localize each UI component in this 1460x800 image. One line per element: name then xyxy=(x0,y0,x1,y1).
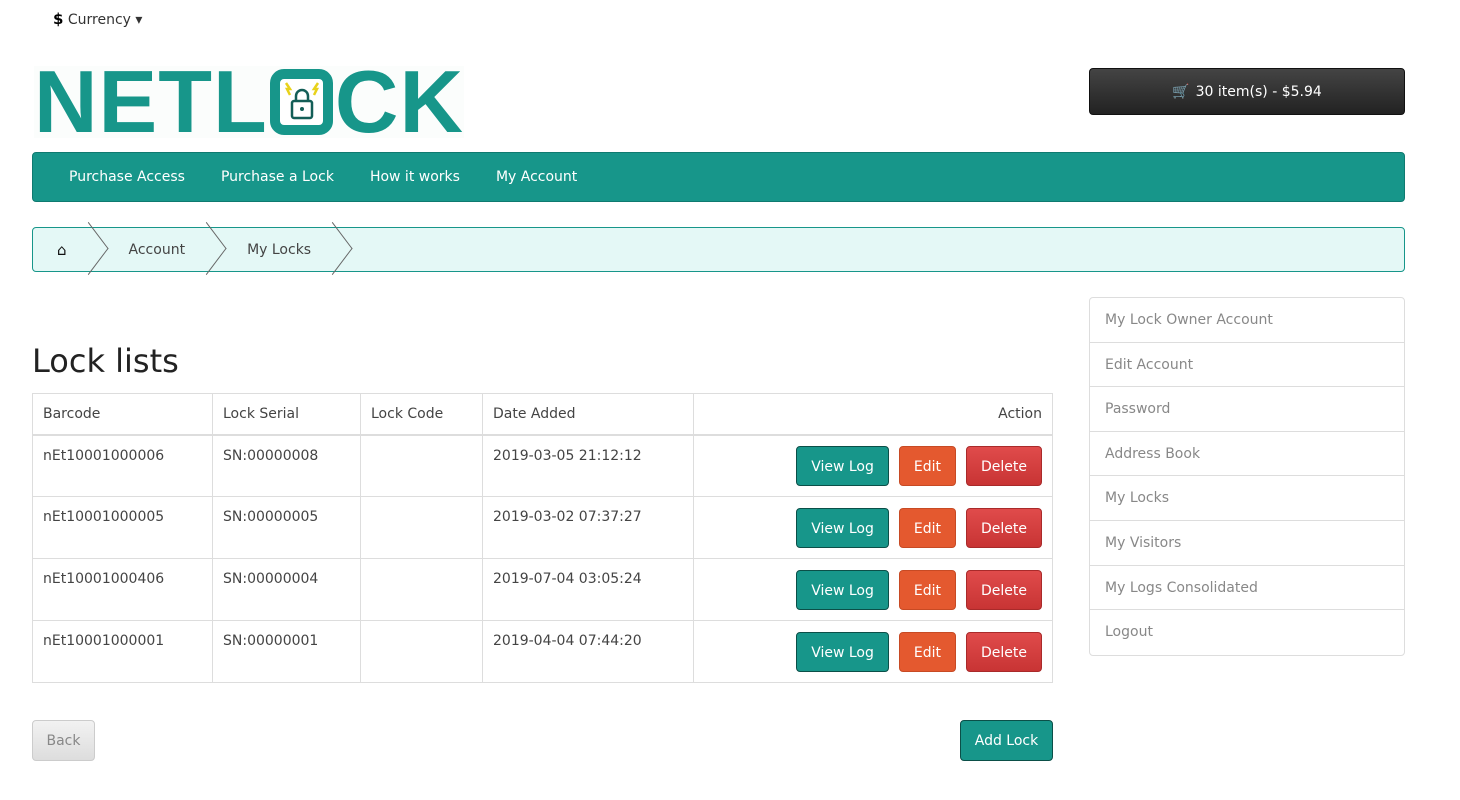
cart-label: 30 item(s) - $5.94 xyxy=(1195,83,1322,100)
cell-code xyxy=(360,434,483,497)
sidebar-item-logout[interactable]: Logout xyxy=(1105,624,1153,641)
cell-date: 2019-03-02 07:37:27 xyxy=(482,496,694,559)
cell-serial: SN:00000008 xyxy=(212,434,361,497)
delete-button[interactable]: Delete xyxy=(966,569,1042,610)
sidebar-item-my-locks[interactable]: My Locks xyxy=(1090,476,1404,521)
col-serial: Lock Serial xyxy=(212,393,361,436)
breadcrumb-account[interactable]: Account xyxy=(95,228,214,271)
nav-purchase-lock[interactable]: Purchase a Lock xyxy=(220,169,334,185)
delete-button[interactable]: Delete xyxy=(966,507,1042,548)
col-date: Date Added xyxy=(482,393,694,436)
breadcrumb: ⌂ Account My Locks xyxy=(32,227,1405,272)
view-log-button[interactable]: View Log xyxy=(796,507,889,548)
sidebar-item-edit-account[interactable]: Edit Account xyxy=(1090,343,1404,388)
cell-code xyxy=(360,496,483,559)
nav-purchase-access[interactable]: Purchase Access xyxy=(69,169,185,185)
view-log-button[interactable]: View Log xyxy=(796,445,889,486)
currency-dropdown[interactable]: $ Currency ▾ xyxy=(53,10,142,28)
cell-date: 2019-04-04 07:44:20 xyxy=(482,620,694,683)
cell-actions: View Log Edit Delete xyxy=(693,434,1053,497)
cell-date: 2019-03-05 21:12:12 xyxy=(482,434,694,497)
view-log-button[interactable]: View Log xyxy=(796,569,889,610)
cell-actions: View Log Edit Delete xyxy=(693,620,1053,683)
caret-down-icon: ▾ xyxy=(135,12,143,28)
cell-barcode: nEt10001000006 xyxy=(32,434,213,497)
col-barcode: Barcode xyxy=(32,393,213,436)
table-header: Barcode Lock Serial Lock Code Date Added… xyxy=(32,393,1053,436)
edit-button[interactable]: Edit xyxy=(898,507,956,548)
sidebar-item-my-visitors[interactable]: My Visitors xyxy=(1090,521,1404,566)
cell-barcode: nEt10001000406 xyxy=(32,558,213,621)
cell-serial: SN:00000004 xyxy=(212,558,361,621)
col-action: Action xyxy=(693,393,1053,436)
breadcrumb-label: Account xyxy=(128,241,186,258)
cell-serial: SN:00000001 xyxy=(212,620,361,683)
cell-actions: View Log Edit Delete xyxy=(693,496,1053,559)
account-sidebar: My Lock Owner Account Edit Account Passw… xyxy=(1089,297,1405,656)
breadcrumb-my-locks[interactable]: My Locks xyxy=(213,228,339,271)
table-row: nEt10001000006 SN:00000008 2019-03-05 21… xyxy=(32,434,1053,497)
col-code: Lock Code xyxy=(360,393,483,436)
cell-barcode: nEt10001000005 xyxy=(32,496,213,559)
sidebar-item-logs-consolidated[interactable]: My Logs Consolidated xyxy=(1090,566,1404,611)
cell-actions: View Log Edit Delete xyxy=(693,558,1053,621)
cart-button[interactable]: 🛒 30 item(s) - $5.94 xyxy=(1089,68,1405,115)
sidebar-item-lock-owner-account[interactable]: My Lock Owner Account xyxy=(1090,298,1404,343)
edit-button[interactable]: Edit xyxy=(898,631,956,672)
breadcrumb-home[interactable]: ⌂ xyxy=(33,228,95,271)
page-title: Lock lists xyxy=(32,342,179,380)
dollar-icon: $ xyxy=(53,10,64,28)
delete-button[interactable]: Delete xyxy=(966,631,1042,672)
currency-label: Currency xyxy=(67,12,131,28)
logo-text: CK xyxy=(334,52,464,151)
logo-text: NETL xyxy=(34,52,268,151)
delete-button[interactable]: Delete xyxy=(966,445,1042,486)
table-row: nEt10001000406 SN:00000004 2019-07-04 03… xyxy=(32,558,1053,621)
add-lock-button[interactable]: Add Lock xyxy=(960,720,1053,761)
home-icon: ⌂ xyxy=(57,240,67,259)
cell-code xyxy=(360,558,483,621)
cell-barcode: nEt10001000001 xyxy=(32,620,213,683)
nav-my-account[interactable]: My Account xyxy=(495,169,578,185)
view-log-button[interactable]: View Log xyxy=(796,631,889,672)
sidebar-item-address-book[interactable]: Address Book xyxy=(1090,432,1404,477)
main-nav: Purchase Access Purchase a Lock How it w… xyxy=(32,152,1405,202)
edit-button[interactable]: Edit xyxy=(898,445,956,486)
padlock-icon xyxy=(269,69,333,135)
cell-serial: SN:00000005 xyxy=(212,496,361,559)
back-button[interactable]: Back xyxy=(32,720,95,761)
cell-code xyxy=(360,620,483,683)
edit-button[interactable]: Edit xyxy=(898,569,956,610)
cart-icon: 🛒 xyxy=(1172,83,1190,100)
table-row: nEt10001000001 SN:00000001 2019-04-04 07… xyxy=(32,620,1053,683)
cell-date: 2019-07-04 03:05:24 xyxy=(482,558,694,621)
table-row: nEt10001000005 SN:00000005 2019-03-02 07… xyxy=(32,496,1053,559)
breadcrumb-label: My Locks xyxy=(247,241,312,258)
nav-how-it-works[interactable]: How it works xyxy=(369,169,460,185)
netlock-logo[interactable]: NETL CK xyxy=(34,52,464,151)
lock-table: Barcode Lock Serial Lock Code Date Added… xyxy=(32,393,1053,683)
sidebar-item-password[interactable]: Password xyxy=(1090,387,1404,432)
